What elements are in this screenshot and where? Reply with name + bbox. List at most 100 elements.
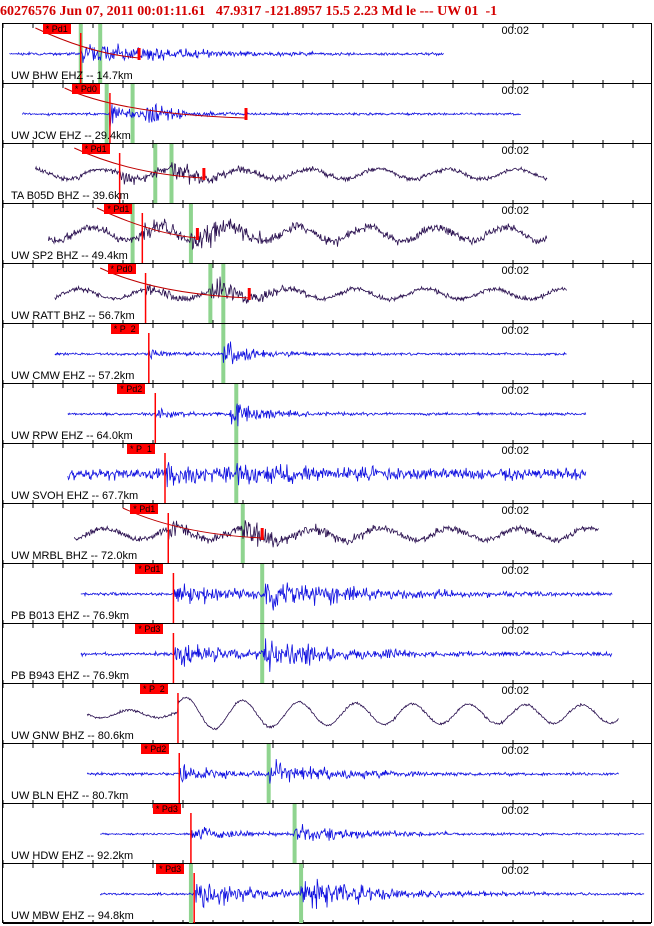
waveform-trace — [35, 162, 548, 185]
time-label: 00:02 — [501, 505, 529, 517]
time-label: 00:02 — [501, 745, 529, 757]
pick-label[interactable]: * Pd0 — [107, 264, 136, 274]
station-label: UW RATT BHZ -- 56.7km — [11, 310, 135, 322]
pick-label[interactable]: * P 2 — [139, 684, 168, 694]
station-panel[interactable]: * Pd2 00:02 UW RPW EHZ -- 64.0km — [3, 384, 651, 444]
station-label: UW HDW EHZ -- 92.2km — [11, 850, 134, 862]
waveform-trace — [99, 878, 645, 910]
station-label: PB B013 EHZ -- 76.9km — [11, 610, 129, 622]
pick-label[interactable]: * Pd0 — [71, 84, 100, 94]
waveform-plot — [3, 324, 634, 383]
station-label: UW CMW EHZ -- 57.2km — [11, 370, 135, 382]
waveform-trace — [22, 102, 521, 130]
waveform-trace — [67, 462, 587, 488]
pick-label[interactable]: * Pd2 — [117, 384, 146, 394]
station-panel[interactable]: * Pd1 00:02 PB B013 EHZ -- 76.9km — [3, 564, 651, 624]
station-panel[interactable]: * Pd0 00:02 UW RATT BHZ -- 56.7km — [3, 264, 651, 324]
secondary-pick-marker — [130, 204, 135, 263]
pick-label[interactable]: * Pd3 — [156, 864, 185, 874]
time-label: 00:02 — [501, 865, 529, 877]
coda-marker — [260, 528, 264, 540]
pick-label[interactable]: * Pd1 — [104, 204, 133, 214]
station-label: UW MBW EHZ -- 94.8km — [11, 910, 134, 922]
coda-marker — [202, 168, 206, 180]
station-label: UW GNW BHZ -- 80.6km — [11, 730, 134, 742]
waveform-trace — [54, 341, 567, 365]
coda-marker — [244, 108, 248, 120]
pick-label[interactable]: * Pd3 — [152, 804, 181, 814]
waveform-trace — [80, 582, 613, 611]
secondary-pick-marker — [169, 144, 174, 203]
time-label: 00:02 — [501, 565, 529, 577]
pick-label[interactable]: * P 2 — [110, 324, 139, 334]
station-label: UW SVOH EHZ -- 67.7km — [11, 490, 139, 502]
pick-label[interactable]: * Pd3 — [135, 624, 164, 634]
waveform-plot — [3, 804, 645, 863]
secondary-pick-marker — [98, 24, 103, 83]
waveform-plot — [3, 624, 634, 683]
station-label: UW RPW EHZ -- 64.0km — [11, 430, 133, 442]
time-label: 00:02 — [501, 265, 529, 277]
station-label: UW BLN EHZ -- 80.7km — [11, 790, 129, 802]
time-label: 00:02 — [501, 625, 529, 637]
event-header: 60276576 Jun 07, 2011 00:01:11.61 47.931… — [0, 4, 498, 19]
station-panel[interactable]: * P 2 00:02 UW CMW EHZ -- 57.2km — [3, 324, 651, 384]
waveform-plot — [3, 144, 634, 203]
time-label: 00:02 — [501, 145, 529, 157]
seismogram-panels: * Pd1 00:02 UW BHW EHZ -- 14.7km * Pd0 00:02… — [2, 23, 652, 924]
secondary-pick-marker — [292, 804, 297, 863]
secondary-pick-marker — [104, 84, 109, 143]
waveform-plot — [3, 444, 634, 503]
waveform-trace — [100, 823, 645, 842]
station-label: PB B943 EHZ -- 76.9km — [11, 670, 129, 682]
station-label: UW MRBL BHZ -- 72.0km — [11, 550, 138, 562]
waveform-plot — [3, 864, 645, 923]
waveform-trace — [86, 758, 619, 784]
time-label: 00:02 — [501, 85, 529, 97]
station-panel[interactable]: * Pd2 00:02 UW BLN EHZ -- 80.7km — [3, 744, 651, 804]
time-label: 00:02 — [501, 25, 529, 37]
station-panel[interactable]: * P 2 00:02 UW GNW BHZ -- 80.6km — [3, 684, 651, 744]
station-panel[interactable]: * Pd3 00:02 UW MBW EHZ -- 94.8km — [3, 864, 651, 924]
waveform-trace — [80, 638, 613, 672]
pick-label[interactable]: * Pd1 — [135, 564, 164, 574]
coda-marker — [195, 228, 199, 240]
secondary-pick-marker — [188, 864, 193, 923]
station-panel[interactable]: * Pd0 00:02 UW JCW EHZ -- 29.4km — [3, 84, 651, 144]
waveform-plot — [3, 684, 634, 743]
station-panel[interactable]: * Pd3 00:02 UW HDW EHZ -- 92.2km — [3, 804, 651, 864]
pick-label[interactable]: * Pd1 — [42, 24, 71, 34]
station-panel[interactable]: * Pd1 00:02 UW BHW EHZ -- 14.7km — [3, 24, 651, 84]
station-panel[interactable]: * P 1 00:02 UW SVOH EHZ -- 67.7km — [3, 444, 651, 504]
secondary-pick-marker — [299, 864, 304, 923]
station-label: UW BHW EHZ -- 14.7km — [11, 70, 133, 82]
waveform-plot — [3, 204, 634, 263]
waveform-trace — [73, 520, 599, 548]
station-panel[interactable]: * Pd3 00:02 PB B943 EHZ -- 76.9km — [3, 624, 651, 684]
time-label: 00:02 — [501, 805, 529, 817]
station-label: UW JCW EHZ -- 29.4km — [11, 130, 131, 142]
waveform-trace — [67, 403, 587, 427]
waveform-trace — [9, 43, 444, 63]
secondary-pick-marker — [221, 264, 226, 323]
waveform-trace — [48, 218, 548, 251]
pick-label[interactable]: * P 1 — [127, 444, 155, 454]
pick-label[interactable]: * Pd1 — [130, 504, 159, 514]
waveform-plot — [3, 384, 634, 443]
coda-marker — [247, 288, 251, 300]
time-label: 00:02 — [501, 445, 529, 457]
secondary-pick-marker — [153, 144, 158, 203]
station-panel[interactable]: * Pd1 00:02 TA B05D BHZ -- 39.6km — [3, 144, 651, 204]
pick-label[interactable]: * Pd1 — [81, 144, 110, 154]
station-panel[interactable]: * Pd1 00:02 UW SP2 BHZ -- 49.4km — [3, 204, 651, 264]
waveform-plot — [3, 84, 634, 143]
time-label: 00:02 — [501, 385, 529, 397]
secondary-pick-marker — [260, 624, 265, 683]
coda-marker — [137, 48, 141, 60]
station-panel[interactable]: * Pd1 00:02 UW MRBL BHZ -- 72.0km — [3, 504, 651, 564]
time-label: 00:02 — [501, 325, 529, 337]
waveform-plot — [3, 24, 634, 83]
pick-label[interactable]: * Pd2 — [141, 744, 170, 754]
station-label: TA B05D BHZ -- 39.6km — [11, 190, 129, 202]
time-label: 00:02 — [501, 205, 529, 217]
